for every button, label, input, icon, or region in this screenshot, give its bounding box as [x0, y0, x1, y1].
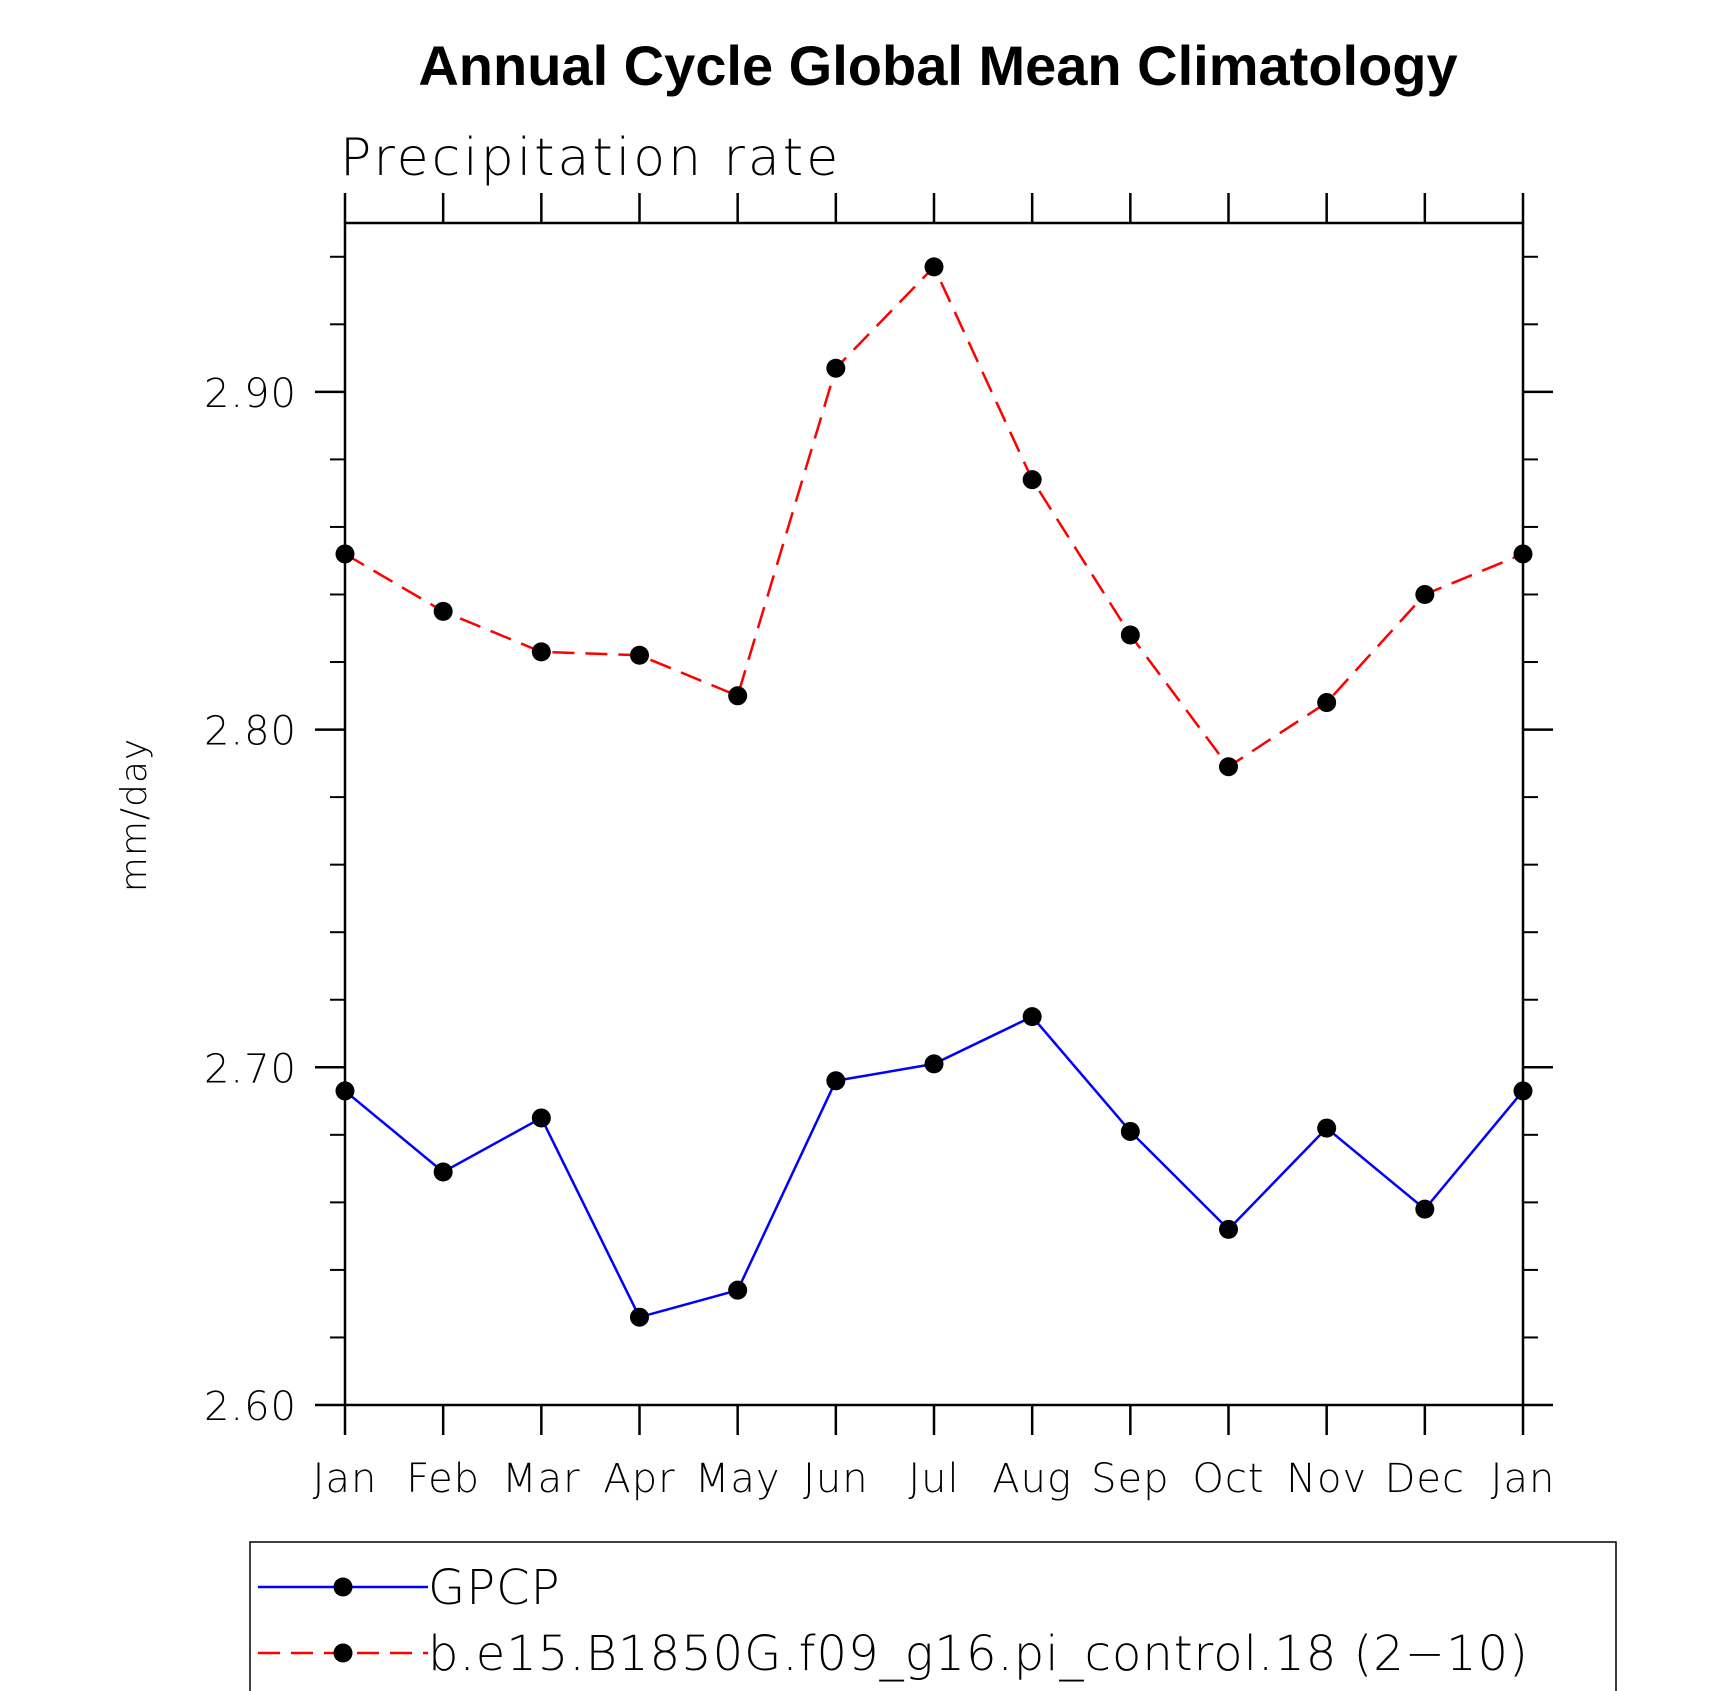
series-1-point	[924, 1054, 944, 1074]
x-tick-label: Oct	[1192, 1456, 1264, 1502]
series-2-point	[335, 544, 355, 564]
series-1-point	[1513, 1081, 1533, 1101]
y-tick-label: 2.90	[204, 371, 297, 417]
series-2-point	[1022, 470, 1042, 490]
x-tick-label: Jan	[313, 1456, 378, 1502]
series-2-point	[1513, 544, 1533, 564]
legend-label-2: b.e15.B1850G.f09_g16.pi_control.18 (2−10…	[428, 1626, 1529, 1682]
y-tick-label: 2.60	[204, 1384, 297, 1430]
series-2-point	[1317, 693, 1337, 713]
x-tick-label: Jan	[1491, 1456, 1556, 1502]
x-tick-label: Jul	[908, 1456, 959, 1502]
x-tick-label: Nov	[1286, 1456, 1367, 1502]
x-tick-label: Jun	[803, 1456, 869, 1502]
series-2-point	[1219, 757, 1238, 777]
series-1-point	[1120, 1121, 1140, 1141]
y-tick-label: 2.70	[204, 1046, 297, 1092]
legend-marker-2	[333, 1643, 353, 1663]
series-2-point	[728, 686, 748, 706]
x-tick-label: Feb	[406, 1456, 480, 1502]
series-1-point	[1022, 1007, 1042, 1027]
series-1-point	[1415, 1199, 1435, 1219]
series-2-point	[630, 645, 649, 665]
legend-marker-1	[333, 1577, 353, 1597]
y-tick-label: 2.80	[204, 709, 297, 755]
series-1-point	[531, 1108, 551, 1128]
series-2-point	[924, 257, 944, 277]
legend-box	[249, 1541, 1617, 1691]
legend-label-1: GPCP	[428, 1560, 561, 1616]
series-1-point	[826, 1071, 846, 1091]
legend: GPCP b.e15.B1850G.f09_g16.pi_control.18 (…	[258, 1560, 1529, 1682]
x-tick-label: Sep	[1091, 1456, 1169, 1502]
series-1-point	[630, 1307, 649, 1327]
x-tick-label: May	[695, 1456, 781, 1502]
series-1-point	[335, 1081, 355, 1101]
series-2-point	[1415, 584, 1435, 604]
series-1-point	[433, 1162, 453, 1182]
series-1-point	[728, 1280, 748, 1300]
series-2-point	[433, 601, 453, 621]
plot-area: Jan Feb Mar Apr May Jun Jul Aug Sep Oct Nov Dec Jan 2…	[204, 193, 1556, 1502]
series-1-point	[1317, 1118, 1337, 1138]
series-2-point	[531, 642, 551, 662]
series-2-point	[1120, 625, 1140, 645]
x-tick-label: Mar	[502, 1456, 580, 1502]
series-2-point	[826, 358, 846, 378]
series-1-point	[1219, 1219, 1238, 1239]
x-tick-label: Apr	[603, 1456, 675, 1502]
chart-title: Annual Cycle Global Mean Climatology	[418, 34, 1457, 97]
x-tick-label: Dec	[1385, 1456, 1465, 1502]
y-axis-label: mm/day	[114, 738, 155, 892]
x-tick-label: Aug	[992, 1456, 1072, 1502]
chart-subtitle: Precipitation rate	[340, 128, 841, 188]
